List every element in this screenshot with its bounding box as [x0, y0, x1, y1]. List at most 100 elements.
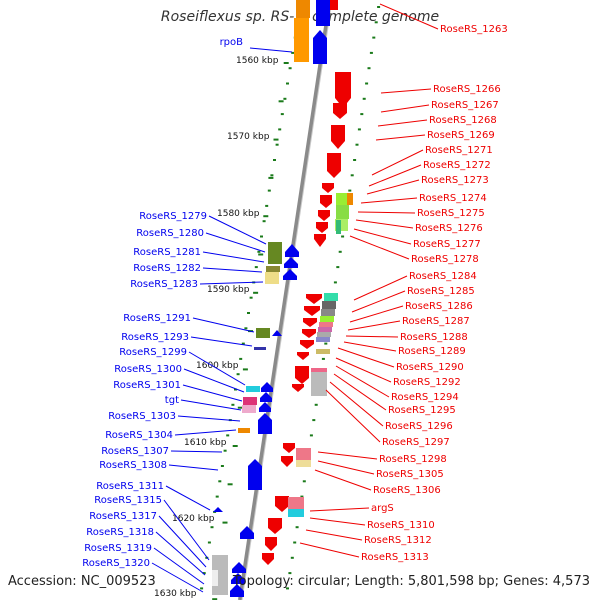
plus-gene-label[interactable]: RoseRS_1291 — [123, 313, 191, 324]
plus-gene-label[interactable]: RoseRS_1311 — [96, 481, 164, 492]
plus-gene-label[interactable]: RoseRS_1279 — [139, 211, 207, 222]
gene-arrow[interactable] — [284, 257, 298, 268]
gene-arrow[interactable] — [314, 234, 326, 247]
minus-gene-label[interactable]: RoseRS_1292 — [393, 377, 461, 388]
minus-gene-label[interactable]: RoseRS_1278 — [411, 254, 479, 265]
minus-gene-label[interactable]: RoseRS_1286 — [405, 301, 473, 312]
minus-gene-label[interactable]: RoseRS_1274 — [419, 193, 487, 204]
plus-gene-label[interactable]: RoseRS_1317 — [89, 511, 157, 522]
minus-gene-label[interactable]: RoseRS_1285 — [407, 286, 475, 297]
gene-arrow[interactable] — [333, 103, 347, 119]
minus-gene-label[interactable]: RoseRS_1305 — [376, 469, 444, 480]
plus-gene-label[interactable]: rpoB — [220, 37, 244, 48]
plus-gene-label[interactable]: RoseRS_1282 — [133, 263, 201, 274]
gene-arrow[interactable] — [318, 210, 330, 221]
gene-arrow[interactable] — [268, 518, 282, 534]
minus-gene-label[interactable]: RoseRS_1288 — [400, 332, 468, 343]
gene-arrow[interactable] — [232, 562, 246, 573]
minus-gene-label[interactable]: RoseRS_1289 — [398, 346, 466, 357]
gene-arrow[interactable] — [213, 507, 223, 512]
minus-gene-label[interactable]: RoseRS_1263 — [440, 24, 508, 35]
gene-arrow[interactable] — [283, 443, 295, 453]
minus-gene-label[interactable]: RoseRS_1312 — [364, 535, 432, 546]
minus-gene-label[interactable]: argS — [371, 503, 394, 514]
minus-gene-label[interactable]: RoseRS_1298 — [379, 454, 447, 465]
plus-gene-label[interactable]: tgt — [165, 395, 179, 406]
plus-gene-label[interactable]: RoseRS_1318 — [86, 527, 154, 538]
gene-arrow[interactable] — [260, 392, 272, 402]
gene-arrow[interactable] — [320, 195, 332, 208]
gene-arrow[interactable] — [230, 584, 244, 597]
minus-gene-label[interactable]: RoseRS_1306 — [373, 485, 441, 496]
gene-arrow[interactable] — [258, 413, 272, 434]
plus-gene-label[interactable]: RoseRS_1293 — [121, 332, 189, 343]
plus-gene-label[interactable]: RoseRS_1315 — [94, 495, 162, 506]
gene-arrow[interactable] — [248, 459, 262, 490]
gene-arrow[interactable] — [300, 340, 314, 349]
minus-gene-label[interactable]: RoseRS_1267 — [431, 100, 499, 111]
minus-gene-label[interactable]: RoseRS_1294 — [391, 392, 459, 403]
label-leader-line — [192, 317, 255, 333]
minus-gene-label[interactable]: RoseRS_1290 — [396, 362, 464, 373]
minus-gene-label[interactable]: RoseRS_1284 — [409, 271, 477, 282]
gene-arrow[interactable] — [331, 125, 345, 149]
gene-arrow[interactable] — [295, 366, 309, 384]
gene-arrow[interactable] — [262, 553, 274, 565]
minus-gene-label[interactable]: RoseRS_1275 — [417, 208, 485, 219]
minus-gene-label[interactable]: RoseRS_1276 — [415, 223, 483, 234]
gene-arrow[interactable] — [272, 330, 282, 336]
gene-arrow[interactable] — [303, 318, 317, 327]
plus-gene-label[interactable]: RoseRS_1300 — [114, 364, 182, 375]
gene-arrow[interactable] — [304, 306, 320, 316]
gene-arrow[interactable] — [313, 30, 327, 64]
gene-arrow[interactable] — [292, 384, 304, 392]
gene-arrow[interactable] — [297, 352, 309, 360]
minus-gene-label[interactable]: RoseRS_1272 — [423, 160, 491, 171]
right-leader-lines — [299, 3, 439, 558]
minus-gene-label[interactable]: RoseRS_1277 — [413, 239, 481, 250]
gene-arrow[interactable] — [231, 573, 245, 584]
gene-arrow[interactable] — [281, 456, 293, 467]
plus-gene-label[interactable]: RoseRS_1320 — [82, 558, 150, 569]
plus-gene-label[interactable]: RoseRS_1303 — [108, 411, 176, 422]
plus-gene-label[interactable]: RoseRS_1319 — [84, 543, 152, 554]
minus-gene-label[interactable]: RoseRS_1273 — [421, 175, 489, 186]
gene-arrow[interactable] — [327, 153, 341, 178]
gene-arrow[interactable] — [285, 244, 299, 257]
plus-gene-label[interactable]: RoseRS_1281 — [133, 247, 201, 258]
plus-gene-label[interactable]: RoseRS_1301 — [113, 380, 181, 391]
gene-arrow[interactable] — [240, 526, 254, 539]
gene-arrow[interactable] — [316, 222, 328, 233]
plus-gene-label[interactable]: RoseRS_1304 — [105, 430, 173, 441]
minus-gene-label[interactable]: RoseRS_1297 — [382, 437, 450, 448]
minus-gene-label[interactable]: RoseRS_1313 — [361, 552, 429, 563]
gene-feature[interactable] — [327, 0, 338, 10]
minus-gene-label[interactable]: RoseRS_1287 — [402, 316, 470, 327]
gene-arrow[interactable] — [316, 0, 330, 26]
gene-arrow[interactable] — [261, 382, 273, 392]
plus-gene-label[interactable]: RoseRS_1307 — [101, 446, 169, 457]
minus-gene-label[interactable]: RoseRS_1269 — [427, 130, 495, 141]
label-leader-line — [309, 507, 370, 512]
gene-arrow[interactable] — [275, 496, 289, 512]
gene-arrow[interactable] — [306, 294, 322, 304]
minus-gene-label[interactable]: RoseRS_1271 — [425, 145, 493, 156]
gene-arrow[interactable] — [265, 537, 277, 551]
minus-gene-label[interactable]: RoseRS_1296 — [385, 421, 453, 432]
gene-arrow[interactable] — [335, 72, 351, 108]
plus-gene-label[interactable]: RoseRS_1299 — [119, 347, 187, 358]
minus-gene-label[interactable]: RoseRS_1295 — [388, 405, 456, 416]
minus-gene-label[interactable]: RoseRS_1310 — [367, 520, 435, 531]
ruler-tick — [278, 128, 282, 131]
plus-gene-label[interactable]: RoseRS_1283 — [130, 279, 198, 290]
minus-gene-label[interactable]: RoseRS_1266 — [433, 84, 501, 95]
plus-gene-label[interactable]: RoseRS_1280 — [136, 228, 204, 239]
ruler-label: 1560 kbp — [236, 56, 279, 66]
plus-gene-label[interactable]: RoseRS_1308 — [99, 460, 167, 471]
minus-gene-label[interactable]: RoseRS_1268 — [429, 115, 497, 126]
gene-arrow[interactable] — [322, 183, 334, 193]
gene-arrow[interactable] — [283, 269, 297, 280]
gene-arrow[interactable] — [254, 347, 266, 350]
gene-arrow[interactable] — [302, 329, 316, 338]
gene-arrow[interactable] — [259, 402, 271, 412]
